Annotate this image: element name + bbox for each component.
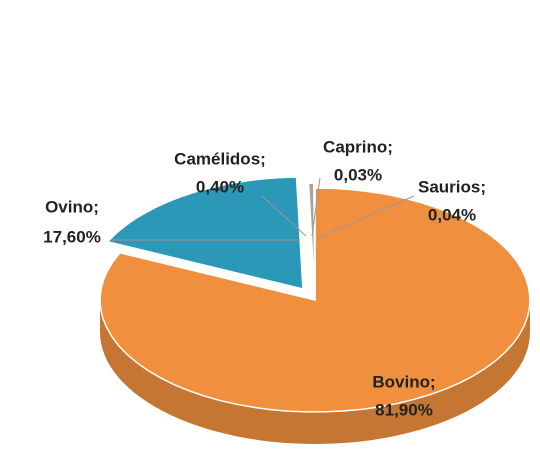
category-label: Camélidos; (174, 149, 266, 168)
value-label: 0,40% (196, 177, 244, 196)
category-label: Caprino; (323, 137, 393, 156)
category-label: Saurios; (418, 177, 486, 196)
slice (307, 182, 316, 296)
value-label: 81,90% (375, 400, 433, 419)
leader-line (317, 195, 415, 239)
leader-line (261, 195, 307, 237)
value-label: 0,03% (334, 165, 382, 184)
slice (106, 176, 304, 290)
leader-line (311, 177, 321, 237)
value-label: 0,04% (428, 205, 476, 224)
value-label: 17,60% (43, 227, 101, 246)
category-label: Bovino; (372, 372, 435, 391)
slice (313, 182, 316, 296)
slice (99, 187, 531, 413)
category-label: Ovino; (45, 197, 99, 216)
slice-side (100, 300, 530, 444)
